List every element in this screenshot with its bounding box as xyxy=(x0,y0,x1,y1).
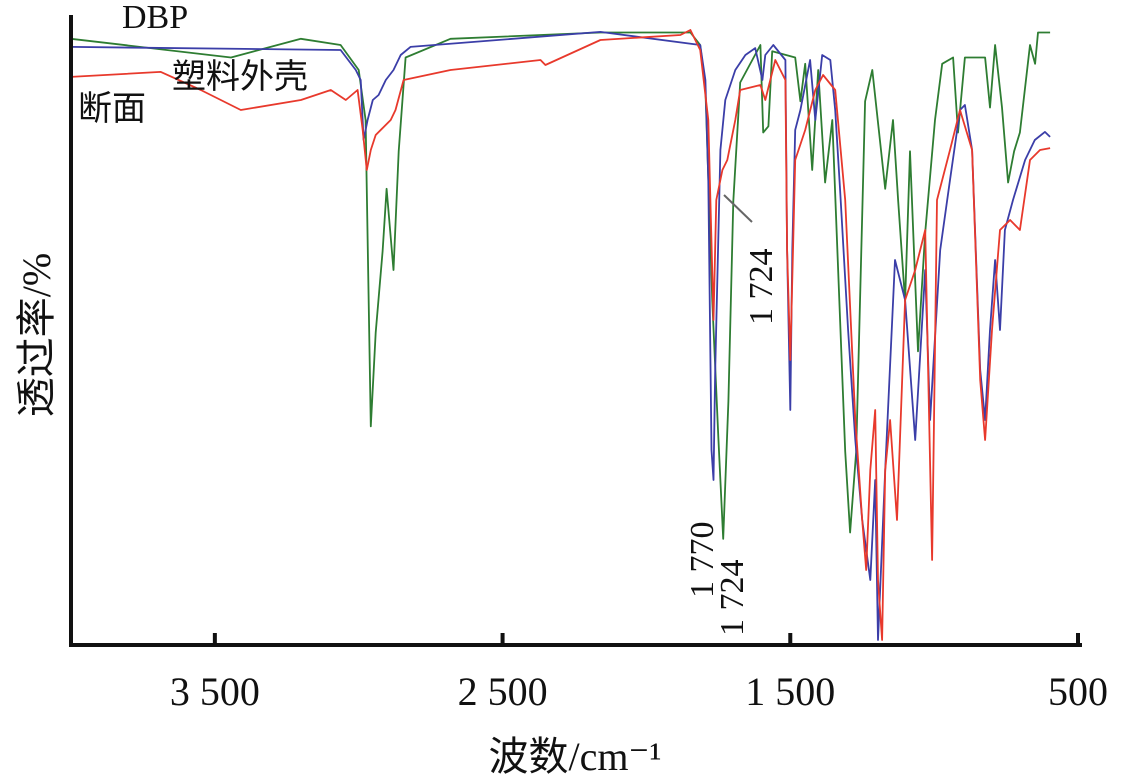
x-tick-label: 1 500 xyxy=(745,669,835,714)
annotation-1770: 1 770 xyxy=(684,522,721,599)
legend-label-cross-section: 断面 xyxy=(78,90,146,128)
x-tick-label: 2 500 xyxy=(458,669,548,714)
series-line-2 xyxy=(70,29,1051,641)
x-axis-title: 波数/cm⁻¹ xyxy=(488,734,661,779)
x-tick-label: 3 500 xyxy=(170,669,260,714)
annotation-1724-bottom: 1 724 xyxy=(714,560,751,637)
x-tick-label: 500 xyxy=(1048,669,1108,714)
y-axis-title: 透过率/% xyxy=(14,253,59,417)
annotation-leader-line xyxy=(723,194,753,223)
annotation-1724-top: 1 724 xyxy=(743,249,780,326)
legend-label-dbp: DBP xyxy=(122,0,188,36)
series-line-0 xyxy=(70,31,1051,540)
x-ticks: 3 500 2 500 1 500 500 xyxy=(170,633,1108,714)
legend-label-plastic-shell: 塑料外壳 xyxy=(172,58,308,96)
series-layer xyxy=(70,29,1051,641)
